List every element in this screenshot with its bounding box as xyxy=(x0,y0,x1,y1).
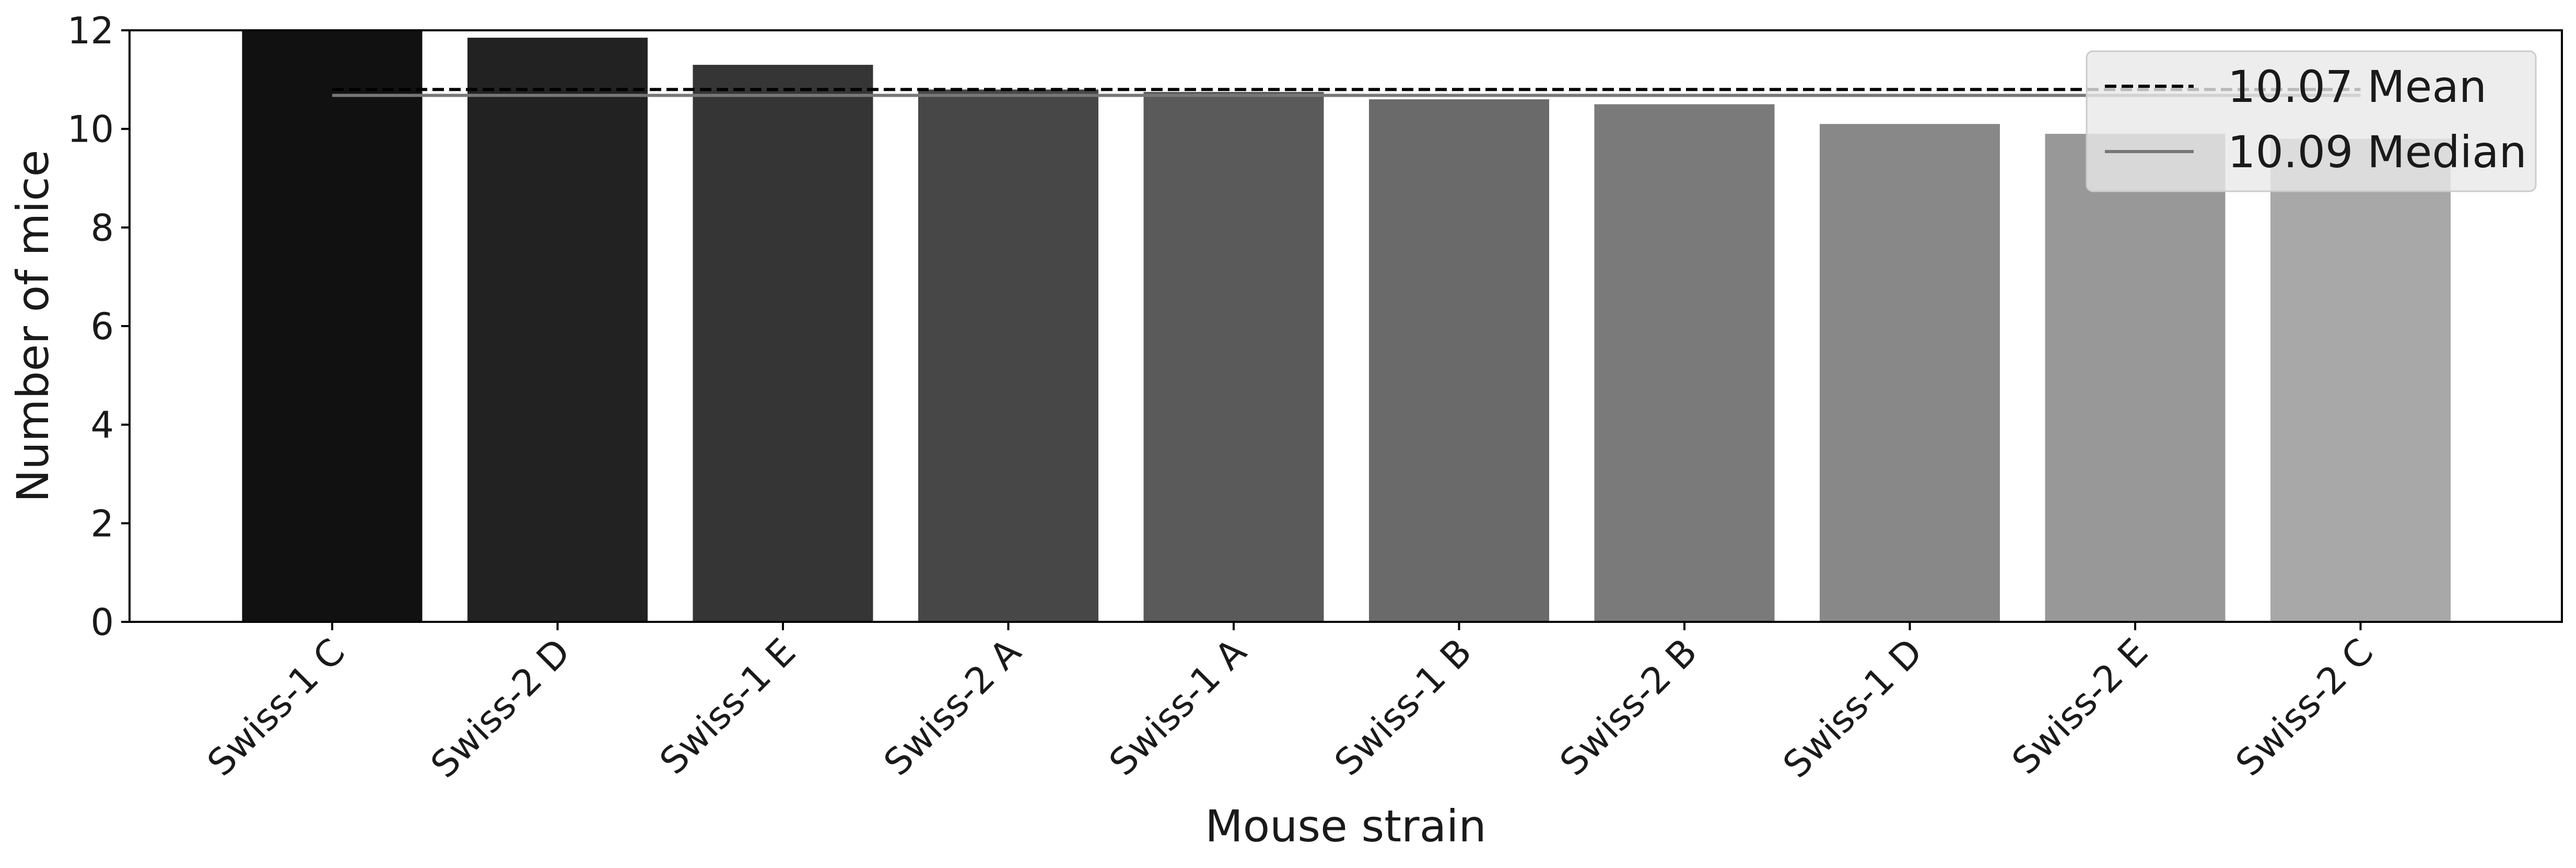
y-tick-label: 0 xyxy=(90,601,114,644)
y-tick-label: 8 xyxy=(90,206,114,249)
bar xyxy=(693,65,873,622)
y-tick-label: 12 xyxy=(67,9,114,52)
bars-layer xyxy=(242,30,2451,622)
bar xyxy=(2045,134,2226,622)
bar xyxy=(1369,99,1549,622)
y-axis: 0 2 4 6 8 10 12 xyxy=(67,9,130,644)
bar xyxy=(242,30,423,622)
bar xyxy=(918,89,1098,622)
bar xyxy=(1594,104,1775,622)
legend-box xyxy=(2086,50,2537,192)
bar xyxy=(2270,138,2451,622)
y-tick-label: 2 xyxy=(90,502,114,545)
legend-label: 10.07 Mean xyxy=(2228,61,2487,112)
reference-lines-layer xyxy=(332,88,2361,97)
x-axis-title: Mouse strain xyxy=(1205,801,1486,852)
y-axis-title: Number of mice xyxy=(7,150,58,503)
y-tick-label: 6 xyxy=(90,305,114,348)
y-tick-label: 4 xyxy=(90,404,114,447)
legend-label: 10.09 Median xyxy=(2228,126,2527,178)
legend: 10.07 Mean 10.09 Median xyxy=(2086,50,2537,192)
bar xyxy=(1820,124,2000,622)
bar xyxy=(1143,91,1324,622)
bar xyxy=(467,38,648,622)
y-tick-label: 10 xyxy=(67,108,114,151)
